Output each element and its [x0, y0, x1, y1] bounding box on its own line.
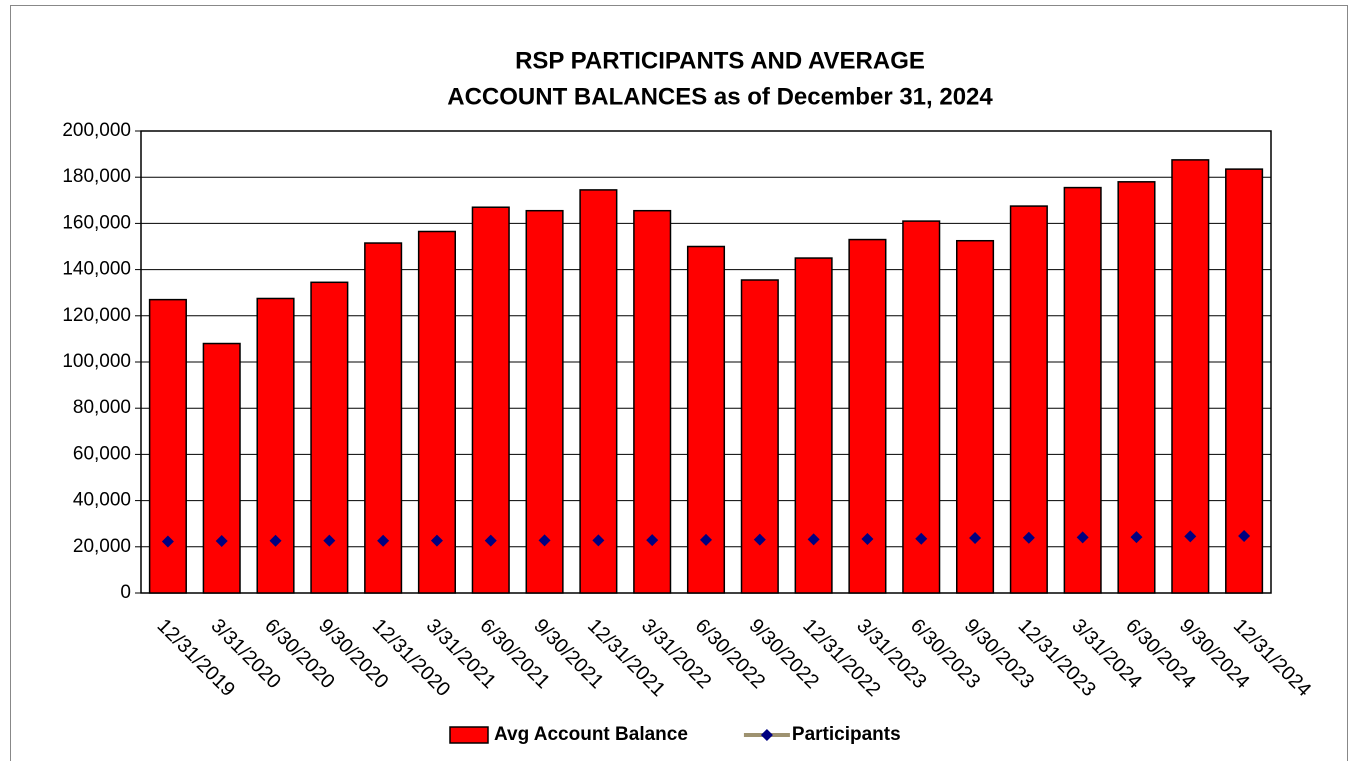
- marker: [861, 532, 874, 545]
- y-tick-label: 20,000: [73, 536, 131, 557]
- bar: [579, 189, 618, 594]
- marker: [269, 534, 282, 547]
- legend-label: Participants: [792, 724, 901, 745]
- marker: [753, 533, 766, 546]
- y-tick-label: 40,000: [73, 490, 131, 511]
- bar: [1009, 205, 1048, 594]
- bar: [1117, 181, 1156, 594]
- bar: [633, 209, 672, 594]
- legend-label: Avg Account Balance: [494, 724, 688, 745]
- marker: [1076, 531, 1089, 544]
- marker: [1022, 531, 1035, 544]
- bar: [525, 209, 564, 594]
- y-tick-label: 140,000: [62, 259, 131, 280]
- marker: [646, 534, 659, 547]
- bar: [1225, 168, 1264, 594]
- marker: [807, 533, 820, 546]
- y-tick-label: 0: [120, 582, 131, 603]
- marker: [1238, 529, 1251, 542]
- y-tick-label: 120,000: [62, 305, 131, 326]
- bar: [902, 220, 941, 594]
- legend-marker: [760, 729, 773, 741]
- bar: [1063, 186, 1102, 594]
- marker: [484, 534, 497, 547]
- bar: [740, 279, 779, 594]
- bar: [417, 230, 456, 594]
- marker: [915, 532, 928, 545]
- chart-title: ACCOUNT BALANCES as of December 31, 2024: [447, 83, 993, 110]
- marker: [538, 534, 551, 547]
- marker: [969, 532, 982, 545]
- bar: [471, 206, 510, 594]
- marker: [1130, 531, 1143, 544]
- marker: [1184, 530, 1197, 543]
- marker: [377, 534, 390, 547]
- bar: [256, 297, 295, 594]
- bar: [1171, 159, 1210, 594]
- legend-swatch: [449, 726, 489, 744]
- bar: [148, 298, 187, 594]
- y-tick-label: 60,000: [73, 443, 131, 464]
- marker: [323, 534, 336, 547]
- y-tick-label: 160,000: [62, 212, 131, 233]
- marker: [215, 535, 228, 548]
- y-tick-label: 80,000: [73, 397, 131, 418]
- bar: [364, 242, 403, 594]
- marker: [592, 534, 605, 547]
- y-tick-label: 100,000: [62, 351, 131, 372]
- y-tick-label: 200,000: [62, 120, 131, 141]
- marker: [430, 534, 443, 547]
- bar: [202, 342, 241, 594]
- marker: [161, 535, 174, 548]
- marker: [700, 533, 712, 546]
- chart-title: RSP PARTICIPANTS AND AVERAGE: [515, 47, 925, 74]
- y-tick-label: 180,000: [62, 166, 131, 187]
